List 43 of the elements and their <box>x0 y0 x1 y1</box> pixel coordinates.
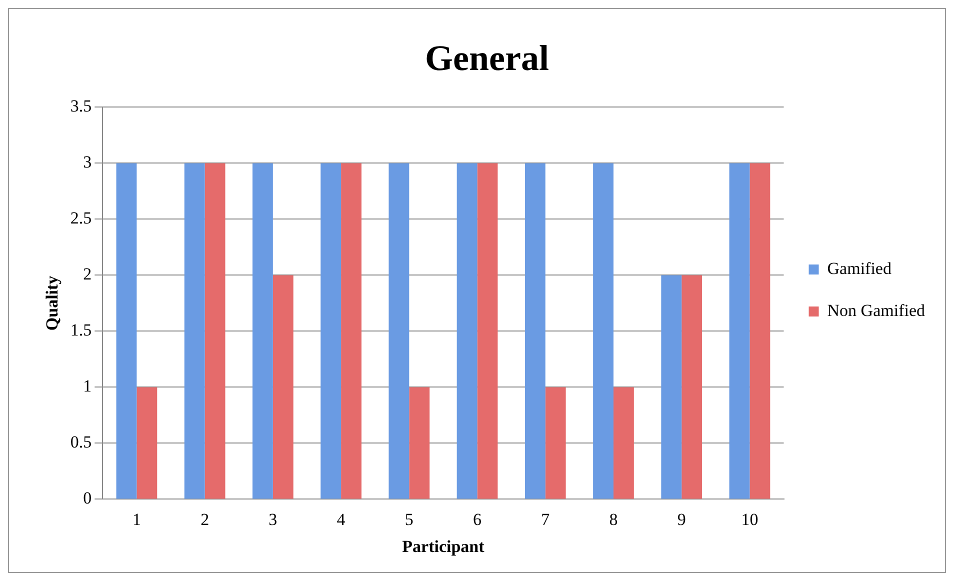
y-tick-label: 1.5 <box>70 320 92 340</box>
bar <box>456 163 478 499</box>
chart-title: General <box>425 38 549 78</box>
bar <box>750 163 770 499</box>
bar <box>184 163 205 499</box>
x-tick-label: 9 <box>677 510 686 529</box>
x-tick-label: 8 <box>609 510 618 529</box>
legend-label: Non Gamified <box>827 300 926 320</box>
x-tick-label: 4 <box>336 510 346 529</box>
bar <box>204 163 226 499</box>
bar <box>136 387 158 499</box>
bar <box>116 163 137 499</box>
y-tick-label: 2.5 <box>70 208 92 228</box>
x-tick-label: 7 <box>541 510 550 529</box>
x-tick-label: 6 <box>473 510 482 529</box>
bar <box>409 387 430 499</box>
y-tick-label: 1 <box>83 376 92 396</box>
legend-label: Gamified <box>827 258 892 278</box>
bar <box>545 387 566 499</box>
x-tick-label: 1 <box>132 510 141 529</box>
bar <box>341 163 362 499</box>
bar <box>682 275 702 499</box>
x-tick-label: 3 <box>268 510 278 529</box>
bar <box>388 163 410 499</box>
y-tick-label: 0 <box>83 488 92 508</box>
x-axis-title: Participant <box>402 537 485 556</box>
bar <box>524 163 546 499</box>
y-tick-label: 3.5 <box>70 96 92 116</box>
bar <box>729 163 750 499</box>
bar <box>477 163 498 499</box>
y-axis-title: Quality <box>42 275 62 331</box>
x-tick-label: 10 <box>741 510 758 529</box>
bar <box>320 163 342 499</box>
bar <box>661 275 682 499</box>
x-tick-label: 5 <box>404 510 414 529</box>
y-tick-label: 3 <box>83 152 92 172</box>
x-tick-label: 2 <box>200 510 210 529</box>
bar <box>272 275 294 499</box>
bar <box>613 387 634 499</box>
bar <box>252 163 273 499</box>
y-tick-label: 2 <box>83 264 92 284</box>
bar <box>593 163 614 499</box>
y-tick-label: 0.5 <box>70 432 92 452</box>
